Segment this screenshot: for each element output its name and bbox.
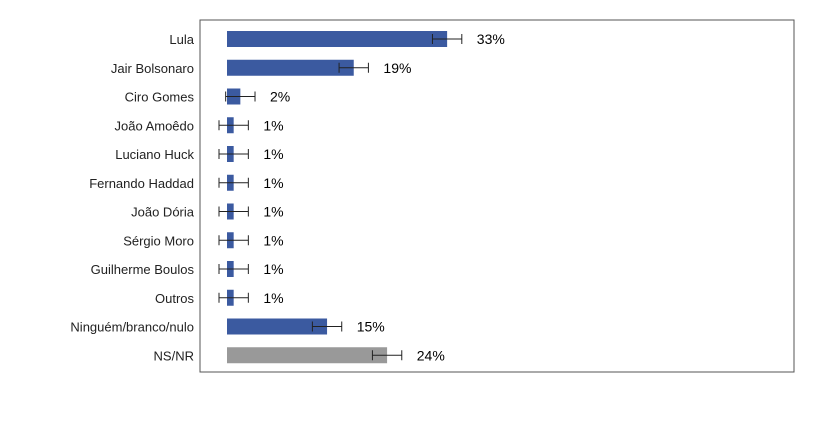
category-labels-group: Lula Jair Bolsonaro Ciro Gomes João Amoêdo L… [70, 32, 194, 363]
error-bar-9 [218, 292, 249, 303]
error-bar-3 [218, 120, 249, 131]
category-label-10: Ninguém/branco/nulo [70, 320, 194, 335]
category-label-3: João Amoêdo [114, 118, 194, 133]
value-labels-group: 33% 19% 2% 1% 1% 1% 1% 1% 1% 1% 15% 24% [263, 31, 504, 363]
value-label-7: 1% [263, 232, 283, 248]
value-label-9: 1% [263, 290, 283, 306]
value-label-6: 1% [263, 204, 283, 220]
category-label-6: João Dória [131, 205, 195, 220]
error-bar-4 [218, 149, 249, 159]
error-bar-0 [431, 34, 463, 44]
value-label-5: 1% [263, 175, 283, 191]
error-bar-1 [338, 62, 369, 73]
error-bar-7 [218, 235, 249, 246]
value-label-1: 19% [383, 60, 411, 76]
category-label-8: Guilherme Boulos [91, 262, 195, 277]
error-bar-2 [225, 91, 256, 102]
bar-10 [227, 318, 328, 335]
error-bar-10 [311, 321, 343, 332]
value-label-3: 1% [263, 117, 283, 133]
category-label-4: Luciano Huck [115, 147, 194, 162]
category-label-0: Lula [169, 32, 194, 47]
bar-1 [227, 59, 354, 76]
value-label-11: 24% [417, 347, 445, 363]
error-bar-6 [218, 206, 249, 217]
value-label-10: 15% [357, 319, 385, 335]
category-label-5: Fernando Haddad [89, 176, 194, 191]
error-bar-11 [371, 350, 403, 361]
category-label-11: NS/NR [154, 348, 194, 363]
category-label-9: Outros [155, 291, 195, 306]
category-label-1: Jair Bolsonaro [111, 61, 194, 76]
value-label-8: 1% [263, 261, 283, 277]
plot-frame [199, 19, 795, 373]
category-label-2: Ciro Gomes [125, 90, 195, 105]
bar-0 [227, 31, 448, 47]
error-bar-5 [218, 177, 249, 188]
error-bars-group [218, 34, 463, 361]
error-bar-8 [218, 264, 249, 274]
value-label-0: 33% [477, 31, 505, 47]
bar-11 [227, 347, 388, 364]
value-label-2: 2% [270, 89, 290, 105]
value-label-4: 1% [263, 146, 283, 162]
category-label-7: Sérgio Moro [123, 233, 194, 248]
